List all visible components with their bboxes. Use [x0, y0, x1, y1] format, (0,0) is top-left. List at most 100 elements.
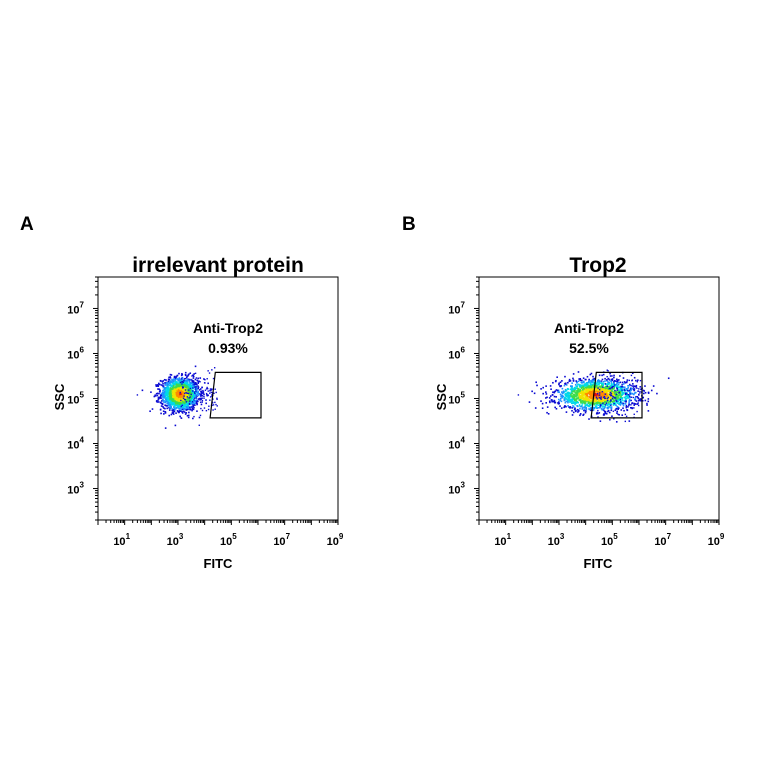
scatter-point	[601, 397, 603, 400]
scatter-point	[597, 379, 599, 382]
scatter-point	[202, 391, 205, 393]
scatter-point	[195, 390, 197, 392]
scatter-point	[561, 394, 564, 397]
scatter-point	[187, 390, 189, 393]
scatter-point	[187, 396, 190, 399]
scatter-point	[162, 394, 165, 396]
scatter-point	[577, 392, 580, 395]
scatter-point	[164, 400, 167, 403]
scatter-point	[191, 392, 194, 394]
scatter-point	[207, 370, 209, 372]
scatter-point	[210, 391, 213, 394]
scatter-point	[214, 408, 216, 410]
scatter-point	[584, 394, 587, 397]
scatter-point	[612, 398, 615, 401]
scatter-point	[179, 398, 182, 401]
scatter-point	[585, 408, 588, 411]
scatter-point	[180, 404, 183, 406]
x-tick-exponent: 9	[339, 532, 344, 541]
scatter-point	[182, 405, 185, 408]
scatter-point	[573, 398, 575, 400]
scatter-point	[189, 393, 191, 395]
scatter-point	[162, 392, 164, 394]
scatter-point	[568, 380, 571, 382]
scatter-point	[590, 395, 593, 397]
scatter-point	[194, 388, 197, 390]
scatter-point	[192, 382, 195, 384]
scatter-point	[187, 385, 189, 387]
scatter-point	[602, 389, 605, 392]
scatter-point	[619, 402, 622, 405]
scatter-point	[182, 380, 184, 382]
scatter-point	[585, 383, 588, 386]
scatter-point	[621, 381, 624, 384]
scatter-point	[598, 388, 600, 390]
scatter-point	[601, 396, 603, 398]
x-tick-exponent: 7	[667, 532, 672, 541]
scatter-point	[577, 401, 579, 404]
scatter-point	[554, 406, 556, 409]
scatter-point	[636, 410, 638, 413]
scatter-point	[545, 385, 547, 387]
x-tick-exponent: 1	[507, 532, 512, 541]
scatter-point	[560, 395, 562, 398]
scatter-point	[585, 391, 588, 394]
scatter-point	[612, 381, 615, 384]
scatter-point	[621, 397, 624, 400]
scatter-point	[171, 401, 174, 404]
scatter-point	[582, 398, 585, 400]
scatter-point	[564, 393, 566, 396]
scatter-point	[178, 388, 181, 390]
scatter-point	[213, 392, 215, 395]
scatter-point	[200, 390, 203, 393]
scatter-point	[184, 379, 187, 382]
scatter-point	[591, 393, 593, 396]
scatter-point	[167, 383, 169, 386]
scatter-point	[575, 380, 577, 382]
scatter-point	[621, 414, 624, 416]
scatter-point	[201, 409, 204, 412]
scatter-point	[593, 379, 596, 381]
scatter-point	[184, 398, 187, 401]
scatter-point	[166, 384, 169, 387]
scatter-point	[192, 381, 195, 384]
scatter-point	[176, 374, 179, 377]
scatter-point	[597, 396, 599, 399]
scatter-point	[566, 387, 569, 390]
scatter-point	[175, 375, 178, 378]
scatter-point	[613, 387, 616, 389]
scatter-point	[169, 388, 172, 391]
scatter-point	[215, 403, 217, 406]
scatter-point	[593, 399, 596, 402]
scatter-point	[571, 388, 574, 391]
scatter-point	[169, 391, 172, 393]
scatter-point	[570, 385, 572, 388]
scatter-point	[581, 382, 583, 384]
scatter-point	[184, 404, 187, 406]
scatter-point	[172, 380, 174, 383]
scatter-point	[179, 399, 181, 402]
scatter-point	[179, 378, 181, 381]
scatter-point	[588, 408, 590, 410]
scatter-point	[573, 389, 576, 392]
scatter-point	[610, 383, 613, 385]
scatter-point	[584, 393, 587, 395]
scatter-point	[588, 380, 590, 382]
scatter-point	[176, 401, 179, 404]
scatter-point	[192, 393, 195, 395]
scatter-point	[639, 399, 641, 402]
scatter-point	[179, 405, 181, 407]
scatter-point	[176, 382, 178, 384]
scatter-point	[191, 382, 194, 385]
scatter-point	[178, 377, 181, 379]
scatter-point	[182, 398, 185, 401]
scatter-point	[614, 409, 617, 412]
scatter-point	[576, 400, 579, 403]
scatter-point	[605, 388, 607, 390]
scatter-point	[560, 391, 563, 393]
scatter-point	[192, 397, 194, 400]
scatter-point	[191, 379, 194, 382]
scatter-point	[174, 398, 177, 400]
scatter-point	[177, 395, 180, 398]
scatter-point	[604, 391, 607, 393]
